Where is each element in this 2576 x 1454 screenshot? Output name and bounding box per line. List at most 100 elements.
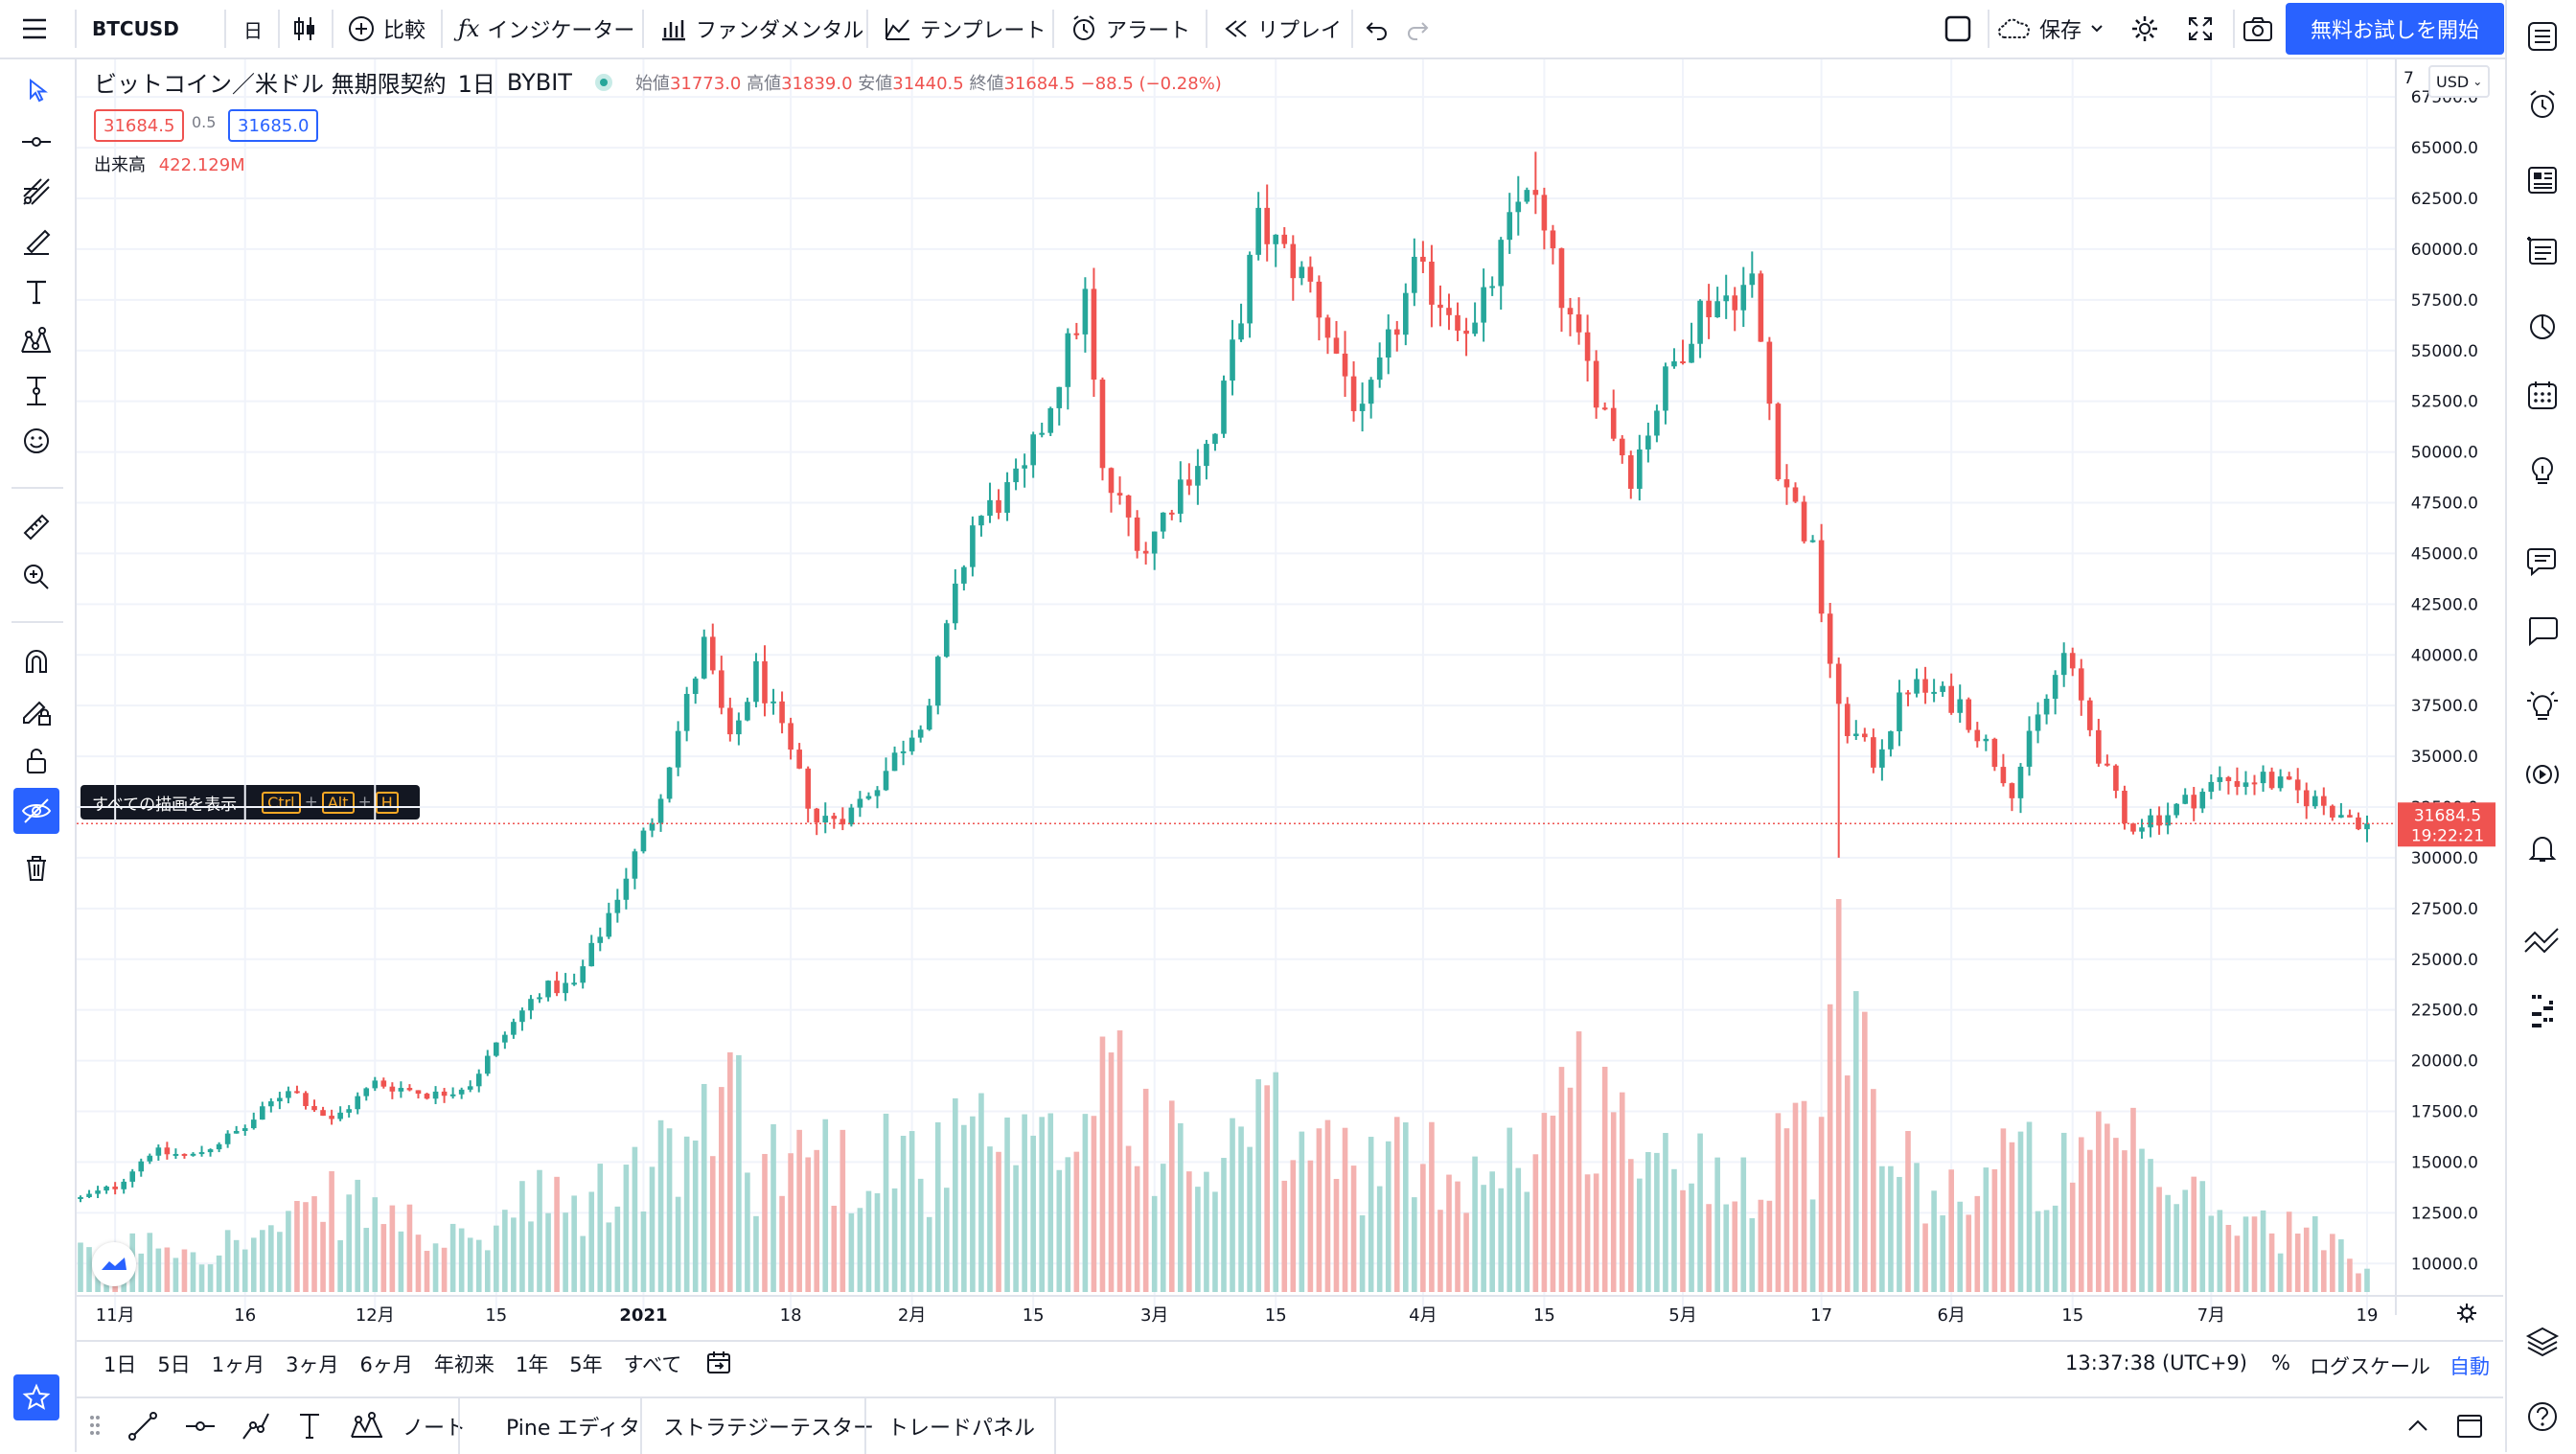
volume-bar <box>588 1191 595 1292</box>
hide-drawings-button[interactable] <box>13 788 59 834</box>
lock-all-drawings[interactable] <box>13 738 59 784</box>
candle-body <box>2096 729 2102 764</box>
rewind-icon <box>1225 20 1247 37</box>
indicators-button[interactable]: ƒx インジケーター <box>458 0 634 58</box>
measure-tool[interactable] <box>13 504 59 550</box>
public-chats-button[interactable] <box>2519 608 2565 654</box>
hotlists-button[interactable] <box>2519 303 2565 349</box>
undo-button[interactable] <box>1365 0 1390 58</box>
save-button[interactable]: 保存 <box>1997 0 2104 58</box>
drag-handle-icon[interactable] <box>88 1414 102 1442</box>
symbol-search-button[interactable]: BTCUSD <box>92 0 179 58</box>
percent-scale-toggle[interactable]: % <box>2271 1351 2290 1374</box>
fib-tool[interactable] <box>13 169 59 215</box>
goto-date-button[interactable] <box>705 1350 732 1381</box>
range-button[interactable]: 年初来 <box>433 1353 494 1376</box>
sell-price-box[interactable]: 31684.5 <box>94 109 185 142</box>
candle-body <box>2113 765 2119 791</box>
notifications-button[interactable] <box>2519 824 2565 870</box>
magnet-tool[interactable] <box>13 638 59 684</box>
collapse-panel-button[interactable] <box>2404 1412 2432 1446</box>
start-trial-button[interactable]: 無料お試しを開始 <box>2286 3 2504 55</box>
candle-body <box>1697 300 1703 344</box>
news-button[interactable] <box>2519 157 2565 203</box>
fullscreen-button[interactable] <box>2187 0 2214 58</box>
volume-bar <box>1204 1171 1209 1292</box>
alerts-panel-button[interactable] <box>2519 82 2565 128</box>
interval-button[interactable]: 日 <box>243 0 263 58</box>
trading-panel-button[interactable] <box>2519 916 2565 962</box>
data-window-button[interactable] <box>2519 228 2565 274</box>
watchlist-button[interactable] <box>2519 13 2565 59</box>
chats-button[interactable] <box>2519 539 2565 585</box>
log-scale-toggle[interactable]: ログスケール <box>2310 1355 2430 1378</box>
bottom-tab[interactable]: ストラテジーテスター <box>663 1417 875 1441</box>
volume-bar <box>1852 991 1859 1292</box>
main-menu-button[interactable] <box>19 0 50 58</box>
volume-bar <box>840 1129 846 1292</box>
range-button[interactable]: 6ヶ月 <box>359 1353 413 1376</box>
settings-button[interactable] <box>2129 0 2160 58</box>
remove-drawings-button[interactable] <box>13 845 59 891</box>
quick-text[interactable] <box>295 1410 324 1448</box>
text-tool[interactable] <box>13 268 59 314</box>
auto-scale-toggle[interactable]: 自動 <box>2450 1355 2490 1378</box>
cursor-tool[interactable] <box>13 67 59 113</box>
tradingview-logo[interactable] <box>92 1242 136 1286</box>
icon-tool[interactable] <box>13 418 59 464</box>
range-button[interactable]: 1ヶ月 <box>211 1353 265 1376</box>
candle-body <box>2165 815 2171 826</box>
bottom-tab[interactable]: Pine エディタ <box>506 1417 640 1441</box>
quick-path[interactable] <box>240 1410 272 1448</box>
replay-button[interactable]: リプレイ <box>1223 0 1342 58</box>
currency-button[interactable]: USD ⌄ <box>2428 65 2491 98</box>
templates-button[interactable]: テンプレート <box>884 0 1046 58</box>
object-tree-button[interactable] <box>2519 1319 2565 1365</box>
price-chart[interactable]: 67500.065000.062500.060000.057500.055000… <box>77 59 2503 1340</box>
compare-button[interactable]: 比較 <box>347 0 426 58</box>
screenshot-button[interactable] <box>2242 0 2273 58</box>
zoom-in-icon <box>24 565 49 589</box>
dom-button[interactable] <box>2519 987 2565 1033</box>
quick-horizontal-line[interactable] <box>184 1410 217 1448</box>
volume-bar <box>614 1206 621 1292</box>
quick-pattern[interactable] <box>349 1410 385 1448</box>
range-button[interactable]: すべて <box>623 1353 682 1376</box>
bottom-tab[interactable]: ノート <box>402 1417 467 1441</box>
zoom-tool[interactable] <box>13 554 59 600</box>
pattern-tool[interactable] <box>13 318 59 364</box>
quick-trend-line[interactable] <box>126 1410 159 1448</box>
candle-body <box>987 499 993 517</box>
chart-settings-icon[interactable] <box>2457 1304 2476 1323</box>
clock-timezone[interactable]: 13:37:38 (UTC+9) <box>2065 1351 2247 1374</box>
calendar-button[interactable] <box>2519 372 2565 418</box>
volume-bar <box>1420 1164 1426 1292</box>
lock-drawings-mode[interactable] <box>13 688 59 734</box>
trend-line-tool[interactable] <box>13 119 59 165</box>
brush-tool[interactable] <box>13 219 59 265</box>
range-button[interactable]: 3ヶ月 <box>286 1353 339 1376</box>
fundamentals-button[interactable]: ファンダメンタル <box>659 0 863 58</box>
price-tick-label: 57500.0 <box>2411 291 2478 311</box>
range-button[interactable]: 5年 <box>569 1353 603 1376</box>
ideas-button[interactable] <box>2519 447 2565 493</box>
measure-range-tool[interactable] <box>13 368 59 414</box>
streams-button[interactable] <box>2519 751 2565 797</box>
candle-body <box>2130 823 2136 832</box>
chart-type-button[interactable] <box>291 0 318 58</box>
horizontal-line-icon <box>22 137 51 147</box>
bottom-tab[interactable]: トレードパネル <box>887 1417 1036 1441</box>
help-button[interactable] <box>2519 1394 2565 1440</box>
alerts-button[interactable]: アラート <box>1070 0 1190 58</box>
volume-bar <box>2330 1234 2335 1292</box>
range-button[interactable]: 1日 <box>104 1353 137 1376</box>
layout-button[interactable] <box>1944 0 1972 58</box>
maximize-panel-button[interactable] <box>2455 1412 2484 1446</box>
price-tick-label: 50000.0 <box>2411 444 2478 463</box>
tips-button[interactable] <box>2519 682 2565 728</box>
redo-button[interactable] <box>1405 0 1430 58</box>
range-button[interactable]: 5日 <box>157 1353 191 1376</box>
range-button[interactable]: 1年 <box>515 1353 549 1376</box>
favorites-button[interactable] <box>13 1374 59 1420</box>
buy-price-box[interactable]: 31685.0 <box>228 109 319 142</box>
